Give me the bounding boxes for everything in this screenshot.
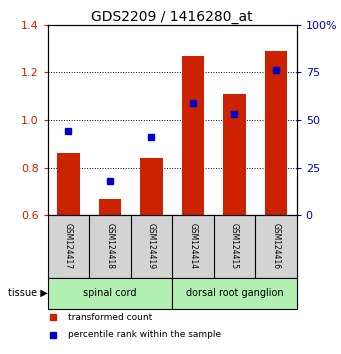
Text: GSM124418: GSM124418 xyxy=(105,223,115,269)
Text: dorsal root ganglion: dorsal root ganglion xyxy=(186,288,283,298)
Text: GSM124414: GSM124414 xyxy=(189,223,197,269)
Bar xyxy=(223,94,246,215)
Text: GSM124417: GSM124417 xyxy=(64,223,73,269)
Bar xyxy=(99,199,121,215)
Bar xyxy=(48,278,172,309)
Title: GDS2209 / 1416280_at: GDS2209 / 1416280_at xyxy=(91,10,253,24)
Text: GSM124416: GSM124416 xyxy=(271,223,280,269)
Bar xyxy=(265,51,287,215)
Bar xyxy=(140,158,163,215)
Text: GSM124419: GSM124419 xyxy=(147,223,156,269)
Bar xyxy=(181,56,204,215)
Text: spinal cord: spinal cord xyxy=(83,288,137,298)
Text: transformed count: transformed count xyxy=(68,313,152,322)
Bar xyxy=(172,278,297,309)
Bar xyxy=(57,153,80,215)
Text: tissue ▶: tissue ▶ xyxy=(8,288,48,298)
Text: percentile rank within the sample: percentile rank within the sample xyxy=(68,330,221,339)
Text: GSM124415: GSM124415 xyxy=(230,223,239,269)
